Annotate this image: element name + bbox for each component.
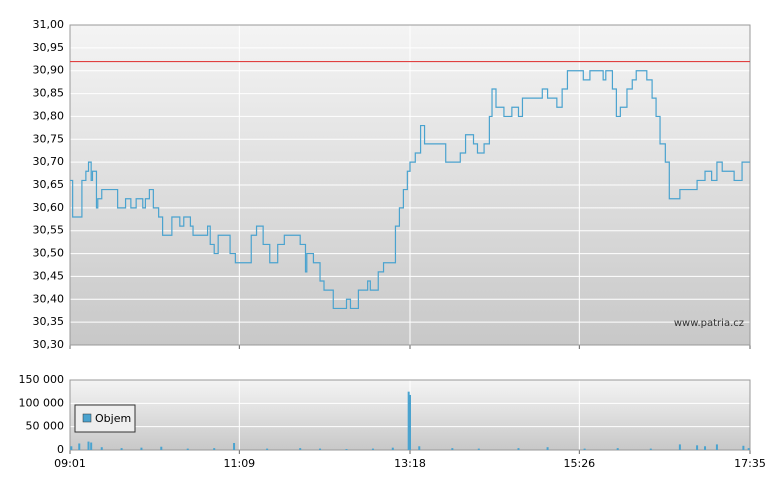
y-tick-label: 30,50 bbox=[33, 247, 65, 260]
y-tick-label: 30,85 bbox=[33, 87, 65, 100]
volume-bar bbox=[742, 445, 745, 450]
volume-bar bbox=[391, 447, 394, 450]
y-tick-label: 30,95 bbox=[33, 41, 65, 54]
y-tick-label: 31,00 bbox=[33, 18, 65, 31]
y-tick-label: 0 bbox=[57, 443, 64, 456]
volume-bar bbox=[87, 441, 90, 450]
volume-bar bbox=[186, 448, 189, 450]
volume-bar bbox=[233, 443, 236, 450]
volume-bar bbox=[696, 445, 699, 450]
y-tick-label: 30,55 bbox=[33, 224, 65, 237]
volume-bar bbox=[747, 448, 750, 450]
y-tick-label: 30,40 bbox=[33, 292, 65, 305]
volume-bar bbox=[704, 446, 707, 450]
x-tick-label: 13:18 bbox=[394, 457, 426, 470]
volume-bar bbox=[407, 391, 410, 450]
y-tick-label: 30,60 bbox=[33, 201, 65, 214]
volume-bar bbox=[678, 444, 681, 450]
volume-bar bbox=[345, 449, 348, 450]
volume-bar bbox=[100, 447, 103, 450]
y-tick-label: 100 000 bbox=[19, 396, 65, 409]
y-tick-label: 30,80 bbox=[33, 109, 65, 122]
volume-bar bbox=[213, 448, 216, 450]
y-tick-label: 30,30 bbox=[33, 338, 65, 351]
watermark: www.patria.cz bbox=[674, 318, 744, 329]
volume-bar bbox=[715, 444, 718, 450]
volume-bar bbox=[120, 448, 123, 450]
volume-bar bbox=[583, 448, 586, 450]
x-tick-label: 17:35 bbox=[734, 457, 766, 470]
volume-bar bbox=[140, 447, 143, 450]
y-tick-label: 150 000 bbox=[19, 373, 65, 386]
volume-bar bbox=[266, 448, 269, 450]
volume-bar bbox=[409, 394, 411, 450]
volume-bar bbox=[78, 443, 81, 450]
volume-bar bbox=[371, 448, 374, 450]
volume-bar bbox=[319, 448, 322, 450]
y-tick-label: 50 000 bbox=[26, 420, 65, 433]
volume-bar bbox=[477, 448, 480, 450]
y-tick-label: 30,65 bbox=[33, 178, 65, 191]
volume-bar bbox=[418, 446, 421, 450]
volume-bar bbox=[299, 448, 302, 450]
y-tick-label: 30,90 bbox=[33, 64, 65, 77]
volume-bar bbox=[160, 446, 163, 450]
y-tick-label: 30,75 bbox=[33, 132, 65, 145]
volume-bar bbox=[90, 442, 93, 450]
volume-bar bbox=[70, 446, 73, 450]
volume-bar bbox=[517, 448, 520, 450]
x-tick-label: 09:01 bbox=[54, 457, 86, 470]
y-tick-label: 30,35 bbox=[33, 315, 65, 328]
volume-bar bbox=[451, 448, 454, 450]
volume-bar bbox=[649, 448, 652, 450]
y-tick-label: 30,70 bbox=[33, 155, 65, 168]
plot-frame bbox=[69, 24, 751, 346]
price-line bbox=[70, 70, 750, 310]
volume-bar bbox=[616, 448, 619, 450]
legend-swatch bbox=[82, 413, 92, 423]
x-tick-label: 11:09 bbox=[223, 457, 255, 470]
legend-label: Objem bbox=[95, 412, 131, 425]
y-tick-label: 30,45 bbox=[33, 269, 65, 282]
volume-bar bbox=[546, 447, 549, 450]
x-tick-label: 15:26 bbox=[563, 457, 595, 470]
